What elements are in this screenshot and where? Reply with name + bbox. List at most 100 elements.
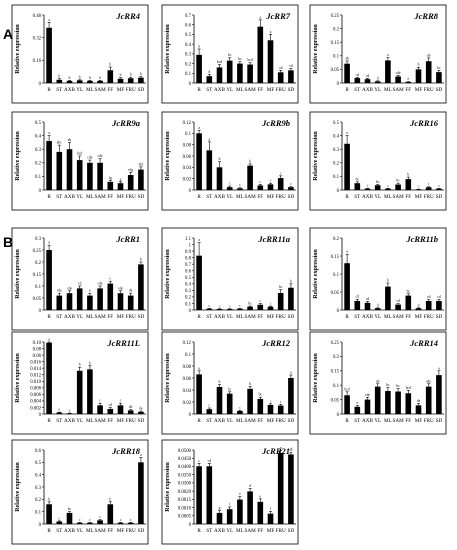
bar-r	[196, 54, 202, 83]
chart-title: JcRR11a	[257, 234, 290, 244]
significance-letter: cd	[427, 295, 431, 299]
bar-fru	[277, 452, 284, 524]
x-tick-label: R	[197, 87, 201, 93]
x-tick-label: AXB	[362, 314, 373, 320]
x-tick-label: R	[345, 87, 349, 93]
y-tick-label: 0.1	[333, 273, 340, 278]
significance-letter: a	[48, 241, 50, 245]
y-axis-label: Relative expression	[15, 462, 21, 512]
significance-letter: e	[239, 492, 241, 496]
y-axis-label: Relative expression	[165, 24, 171, 74]
y-tick-label: 0.3	[333, 148, 340, 153]
significance-letter: c	[120, 518, 122, 522]
chart-title: JcRR9b	[261, 118, 290, 128]
x-tick-label: ML	[236, 418, 244, 424]
y-tick-label: 0.0010	[178, 506, 192, 511]
bar-r	[196, 133, 202, 190]
bar-ff	[405, 295, 412, 310]
bar-yl	[226, 309, 233, 310]
x-tick-label: SD	[138, 418, 145, 424]
x-tick-label: FF	[257, 87, 263, 93]
bar-r	[46, 250, 52, 310]
significance-letter: c	[239, 406, 241, 410]
significance-letter: cd	[109, 403, 113, 407]
bar-ff	[257, 26, 264, 83]
significance-letter: c	[239, 183, 241, 187]
chart-title: JcRR14	[409, 338, 438, 348]
significance-letter: a	[280, 446, 282, 450]
y-tick-label: 0.004	[30, 400, 41, 405]
bar-sam	[247, 388, 253, 414]
bar-ff	[405, 179, 412, 190]
x-tick-label: SAM	[392, 87, 404, 93]
significance-letter: b	[387, 279, 389, 283]
y-tick-label: 0.08	[183, 143, 192, 148]
bar-fru	[425, 386, 432, 414]
x-tick-label: YL	[76, 418, 83, 424]
bar-axb	[364, 399, 371, 414]
significance-letter: cde	[98, 154, 103, 158]
panel-frame	[11, 439, 149, 545]
y-tick-label: 0.12	[183, 341, 192, 346]
significance-letter: cd	[356, 295, 360, 299]
x-tick-label: YL	[374, 87, 381, 93]
bar-sd	[288, 187, 294, 190]
significance-letter: c	[109, 277, 111, 281]
x-tick-label: ML	[236, 528, 244, 534]
y-tick-label: 0.0015	[178, 498, 192, 503]
bar-r	[46, 27, 52, 83]
significance-letter: c	[208, 404, 210, 408]
x-tick-label: SAM	[94, 314, 106, 320]
x-tick-label: ML	[86, 528, 94, 534]
x-tick-label: ST	[354, 314, 361, 320]
bar-fru	[127, 410, 134, 414]
panel-frame	[11, 227, 149, 331]
y-tick-label: 0	[189, 189, 192, 194]
bar-r	[46, 504, 52, 524]
significance-letter: a	[198, 238, 200, 242]
y-tick-label: 0.0350	[178, 473, 192, 478]
bar-yl	[226, 187, 233, 190]
significance-letter: cd	[396, 299, 400, 303]
x-tick-label: FRU	[276, 528, 286, 534]
significance-letter: c	[229, 304, 231, 308]
chart-panel-jcrr11b: JcRR11b Relative expression 0 0.05 0.1 0.15 0.…	[309, 227, 447, 331]
significance-letter: g	[219, 506, 221, 510]
significance-letter: fg	[109, 176, 112, 180]
y-tick-label: 0.04	[183, 389, 192, 394]
significance-letter: b	[249, 382, 251, 386]
bar-sd	[288, 70, 294, 83]
x-tick-label: SD	[138, 314, 145, 320]
significance-letter: def	[139, 162, 144, 166]
chart-panel-jcrr8: JcRR8 Relative expression 0 0.05 0.1 0.15 0.2 0…	[309, 4, 447, 104]
x-tick-label: AXB	[64, 314, 75, 320]
y-tick-label: 0.9	[185, 250, 192, 255]
bar-fru	[277, 292, 284, 310]
bar-sd	[138, 264, 144, 310]
x-tick-label: AXB	[64, 418, 75, 424]
bar-fru	[425, 187, 432, 190]
bar-ml	[87, 162, 93, 190]
x-tick-label: MF	[267, 314, 275, 320]
x-tick-label: ML	[236, 314, 244, 320]
y-tick-label: 0.25	[33, 249, 42, 254]
significance-letter: c	[367, 184, 369, 188]
bar-fru	[127, 175, 134, 190]
x-tick-label: R	[47, 194, 51, 200]
significance-letter: c	[58, 516, 60, 520]
x-tick-label: AXB	[64, 194, 75, 200]
x-tick-label: ST	[354, 87, 361, 93]
significance-letter: de	[417, 399, 421, 403]
significance-letter: a	[48, 338, 50, 342]
x-tick-label: SAM	[244, 194, 256, 200]
y-tick-label: 0.15	[331, 41, 340, 46]
chart-title: JcRR4	[115, 11, 140, 21]
y-tick-label: 0.0450	[178, 457, 192, 462]
significance-letter: c	[99, 515, 101, 519]
bar-ml	[87, 295, 93, 310]
panel-frame	[309, 111, 447, 211]
significance-letter: c	[208, 304, 210, 308]
x-tick-label: MF	[415, 314, 423, 320]
bar-sd	[288, 378, 294, 414]
significance-letter: c	[229, 182, 231, 186]
